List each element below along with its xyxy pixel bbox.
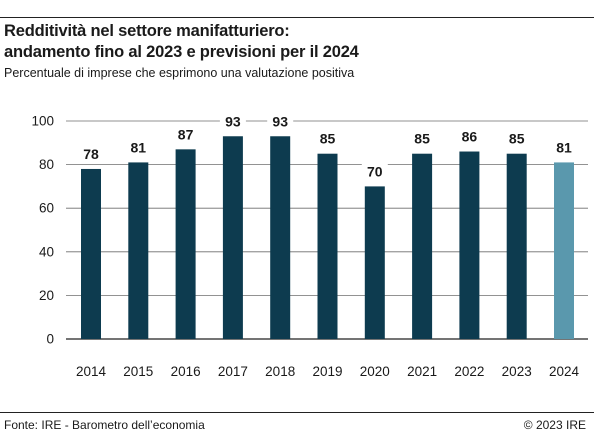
- value-label-2020: 70: [367, 163, 383, 179]
- bar-2014: [81, 168, 101, 339]
- source-note: Fonte: IRE - Barometro dell’economia: [4, 418, 205, 432]
- y-tick-label-40: 40: [39, 244, 54, 259]
- value-label-bg-2022: [456, 128, 483, 146]
- value-label-2019: 85: [320, 131, 336, 147]
- value-label-bg-2021: [409, 130, 436, 148]
- value-label-bg-2017: [219, 113, 246, 131]
- bottom-rule: [0, 412, 594, 413]
- bar-chart: 0 20 40 60 80 100 78 2014 81 2015 87 2016 93 2017 93 20…: [31, 113, 588, 379]
- bar-2024: [554, 162, 574, 339]
- value-label-bg-2019: [314, 130, 341, 148]
- bar-2021: [412, 153, 433, 339]
- bar-2017: [222, 136, 243, 339]
- y-tick-label-0: 0: [46, 332, 54, 347]
- bar-2023: [506, 153, 527, 339]
- value-label-2018: 93: [272, 113, 288, 129]
- value-label-2023: 85: [509, 131, 525, 147]
- x-tick-label-2022: 2022: [454, 364, 484, 379]
- top-rule: [0, 17, 594, 18]
- chart-subtitle: Percentuale di imprese che esprimono una…: [4, 66, 355, 80]
- value-label-bg-2018: [267, 113, 294, 131]
- x-tick-label-2019: 2019: [312, 364, 342, 379]
- x-tick-label-2015: 2015: [123, 364, 153, 379]
- x-tick-label-2014: 2014: [76, 364, 107, 379]
- value-label-bg-2016: [172, 126, 199, 144]
- value-label-2021: 85: [414, 131, 430, 147]
- value-label-2024: 81: [556, 139, 572, 155]
- chart-title-line-2: andamento fino al 2023 e previsioni per …: [4, 43, 359, 61]
- value-label-2014: 78: [83, 146, 99, 162]
- value-label-2015: 81: [131, 139, 147, 155]
- value-label-2022: 86: [462, 129, 478, 145]
- y-tick-label-60: 60: [39, 201, 54, 216]
- bar-2015: [128, 162, 149, 339]
- x-tick-label-2024: 2024: [549, 364, 580, 379]
- x-tick-label-2020: 2020: [360, 364, 390, 379]
- x-tick-label-2016: 2016: [171, 364, 201, 379]
- x-tick-label-2021: 2021: [407, 364, 437, 379]
- value-label-bg-2024: [551, 139, 577, 157]
- y-tick-label-80: 80: [39, 157, 54, 172]
- value-label-bg-2020: [361, 163, 388, 181]
- bar-2016: [175, 149, 196, 339]
- x-tick-label-2023: 2023: [502, 364, 532, 379]
- value-label-2017: 93: [225, 113, 241, 129]
- x-tick-label-2017: 2017: [218, 364, 248, 379]
- value-label-2016: 87: [178, 126, 194, 142]
- bar-2022: [459, 151, 480, 339]
- bar-2019: [317, 153, 338, 339]
- y-tick-label-20: 20: [39, 288, 54, 303]
- x-tick-label-2018: 2018: [265, 364, 295, 379]
- bar-2018: [270, 136, 291, 339]
- value-label-bg-2014: [78, 145, 104, 163]
- value-label-bg-2015: [125, 139, 152, 157]
- chart-title: Redditività nel settore manifatturiero: …: [4, 21, 359, 63]
- y-tick-label-100: 100: [31, 114, 54, 129]
- value-label-bg-2023: [503, 130, 530, 148]
- chart-title-line-1: Redditività nel settore manifatturiero:: [4, 22, 290, 40]
- bar-2020: [364, 186, 385, 339]
- copyright-note: © 2023 IRE: [523, 418, 586, 432]
